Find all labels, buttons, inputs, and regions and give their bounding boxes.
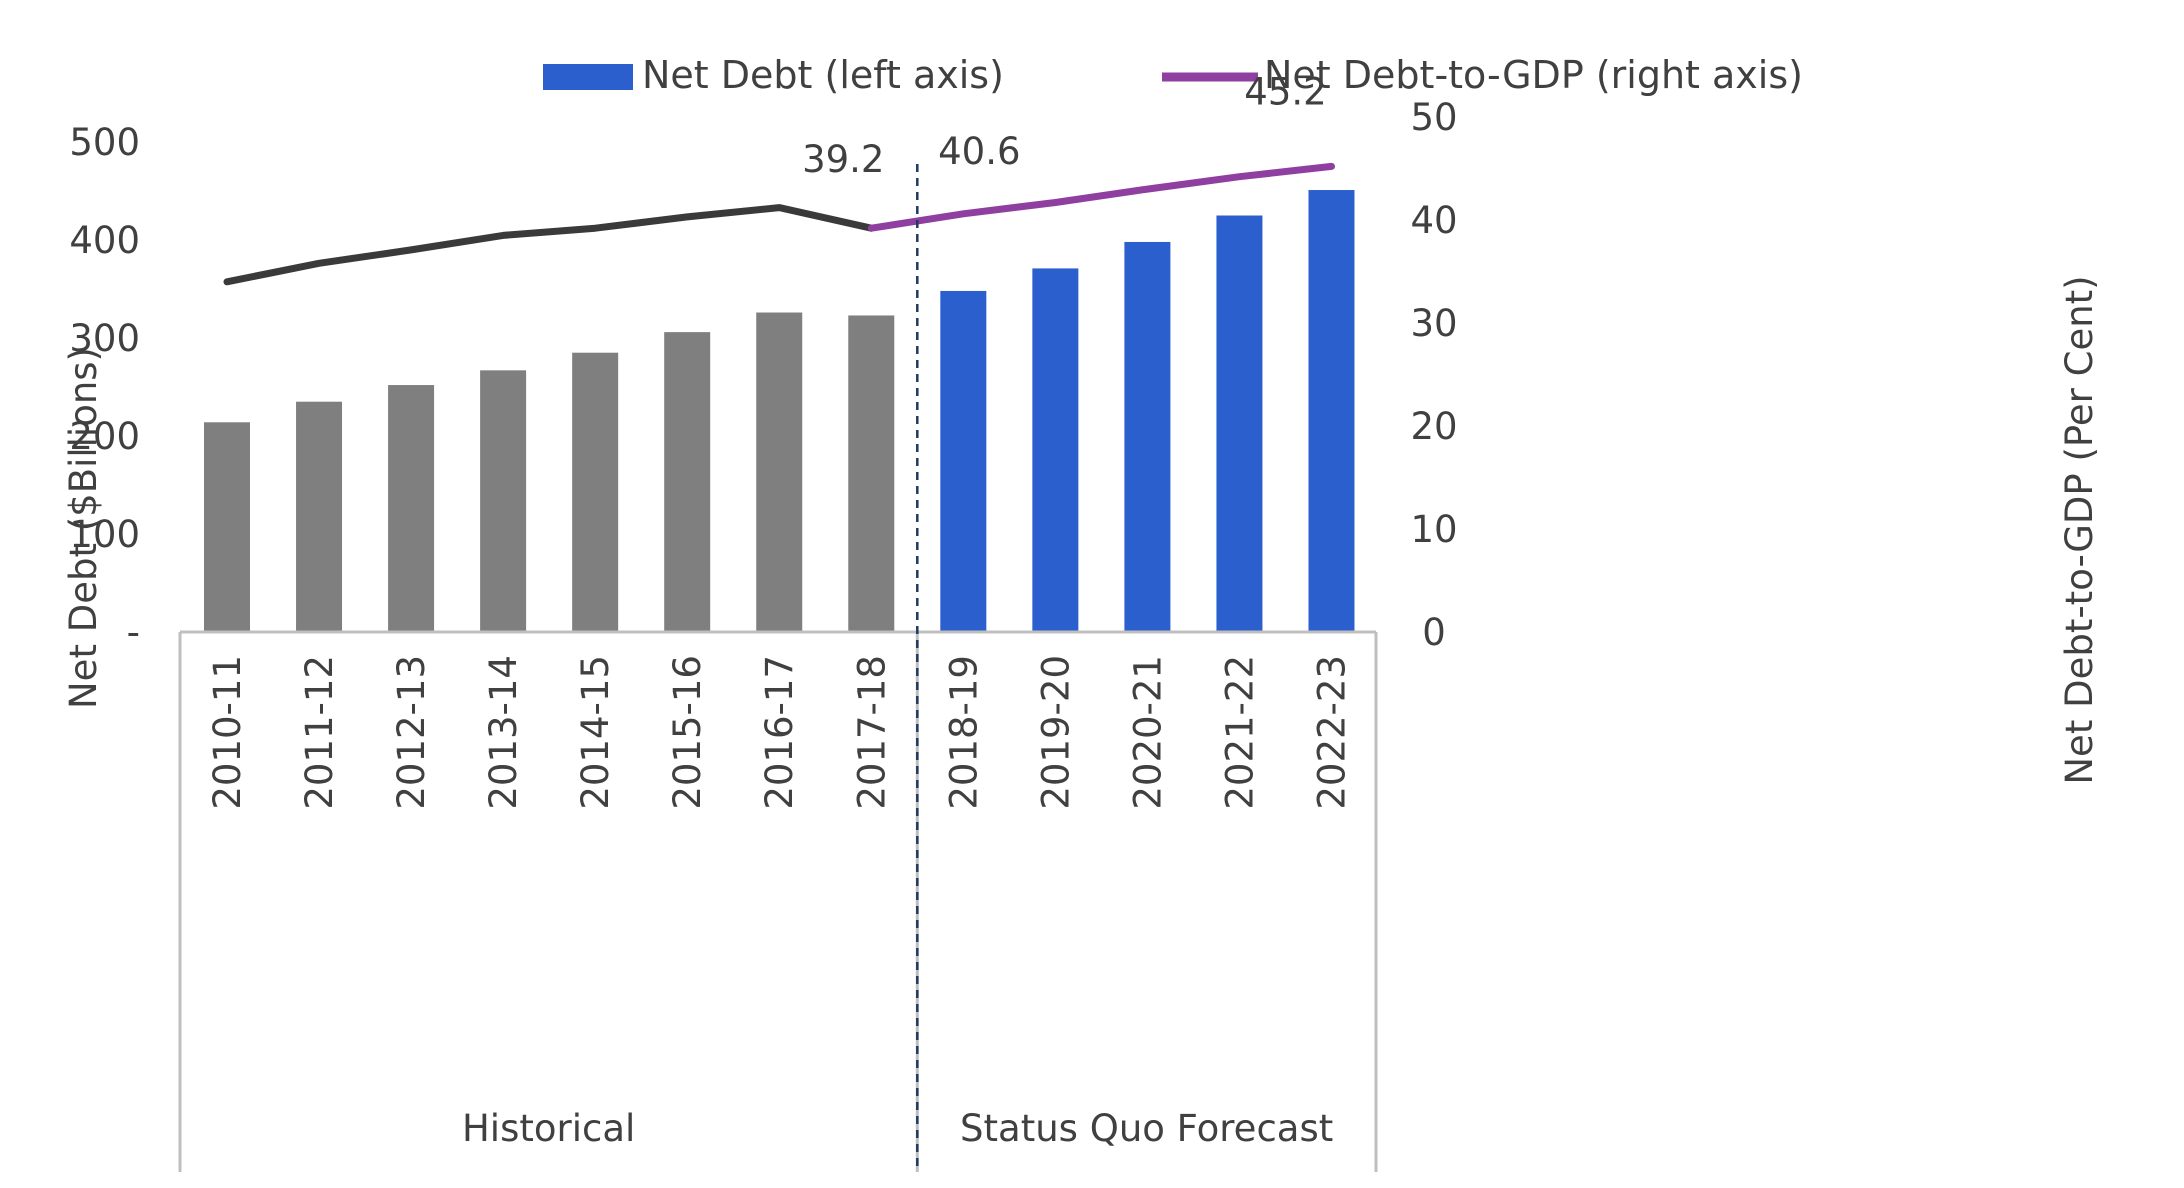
left-axis-ticks: - 100 200 300 400 500 bbox=[69, 121, 140, 654]
legend: Net Debt (left axis) Net Debt-to-GDP (ri… bbox=[543, 53, 1803, 97]
left-tick-label: 200 bbox=[69, 415, 140, 458]
x-tick-label: 2019-20 bbox=[1034, 655, 1077, 810]
data-label-2018-19: 40.6 bbox=[938, 130, 1020, 173]
bars bbox=[204, 190, 1355, 632]
left-tick-label: - bbox=[127, 611, 140, 654]
bar-2021-22 bbox=[1216, 215, 1263, 632]
bar-2020-21 bbox=[1124, 241, 1171, 632]
x-tick-label: 2011-12 bbox=[298, 655, 341, 810]
left-tick-label: 100 bbox=[69, 513, 140, 556]
x-tick-label: 2017-18 bbox=[850, 655, 893, 810]
left-tick-label: 300 bbox=[69, 317, 140, 360]
bar-2018-19 bbox=[940, 290, 987, 632]
x-tick-label: 2022-23 bbox=[1310, 655, 1353, 810]
ratio-lines bbox=[223, 162, 1335, 286]
left-tick-label: 400 bbox=[69, 219, 140, 262]
forecast-ratio-line bbox=[867, 162, 1335, 232]
x-axis bbox=[178, 164, 1378, 1172]
data-labels: 39.2 40.6 45.2 bbox=[802, 70, 1327, 181]
bar-2012-13 bbox=[388, 385, 435, 632]
x-tick-label: 2018-19 bbox=[942, 655, 985, 810]
right-tick-label: 0 bbox=[1422, 611, 1446, 654]
bar-2015-16 bbox=[664, 332, 711, 632]
right-tick-label: 50 bbox=[1410, 96, 1457, 139]
bar-2014-15 bbox=[572, 352, 619, 632]
bar-2016-17 bbox=[756, 312, 803, 632]
x-tick-label: 2014-15 bbox=[574, 655, 617, 810]
x-tick-label: 2016-17 bbox=[758, 655, 801, 810]
left-axis-title: Net Debt ($Billions) bbox=[62, 347, 105, 709]
legend-net-debt-label: Net Debt (left axis) bbox=[642, 53, 1004, 97]
left-tick-label: 500 bbox=[69, 121, 140, 164]
bar-2010-11 bbox=[204, 422, 250, 632]
bar-2022-23 bbox=[1308, 190, 1355, 632]
group-labels: Historical Status Quo Forecast bbox=[462, 1107, 1333, 1150]
x-tick-label: 2015-16 bbox=[666, 655, 709, 810]
x-tick-label: 2010-11 bbox=[206, 655, 249, 810]
legend-net-debt-swatch bbox=[543, 64, 633, 90]
data-label-2022-23: 45.2 bbox=[1244, 70, 1326, 113]
bar-2019-20 bbox=[1032, 268, 1079, 632]
right-tick-label: 20 bbox=[1410, 405, 1457, 448]
x-tick-label: 2013-14 bbox=[482, 655, 525, 810]
bar-2017-18 bbox=[848, 315, 895, 632]
bar-2011-12 bbox=[296, 401, 343, 632]
x-axis-labels: 2010-11 2011-12 2012-13 2013-14 2014-15 2015-… bbox=[206, 655, 1353, 810]
data-label-2017-18: 39.2 bbox=[802, 138, 884, 181]
x-tick-label: 2012-13 bbox=[390, 655, 433, 810]
group-label-historical: Historical bbox=[462, 1107, 635, 1150]
x-tick-label: 2020-21 bbox=[1126, 655, 1169, 810]
right-tick-label: 40 bbox=[1410, 199, 1457, 242]
right-tick-label: 30 bbox=[1410, 302, 1457, 345]
bar-2013-14 bbox=[480, 370, 527, 632]
right-axis-ticks: 0 10 20 30 40 50 bbox=[1410, 96, 1457, 654]
group-label-forecast: Status Quo Forecast bbox=[960, 1107, 1333, 1150]
historical-ratio-line bbox=[223, 204, 875, 286]
right-axis-title: Net Debt-to-GDP (Per Cent) bbox=[2058, 275, 2101, 784]
legend-debt-to-gdp-label: Net Debt-to-GDP (right axis) bbox=[1264, 53, 1803, 97]
x-tick-label: 2021-22 bbox=[1218, 655, 1261, 810]
right-tick-label: 10 bbox=[1410, 508, 1457, 551]
